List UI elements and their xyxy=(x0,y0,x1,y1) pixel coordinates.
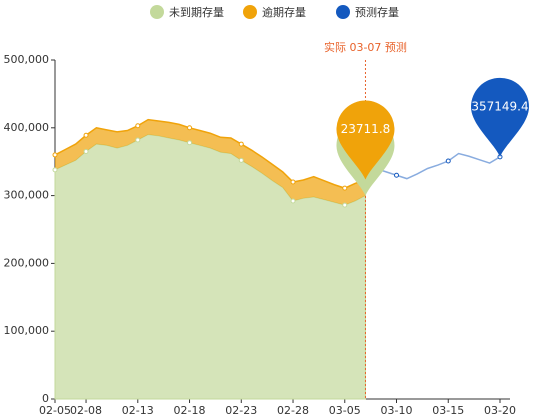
x-tick-label: 02-08 xyxy=(70,404,102,417)
marker xyxy=(342,185,348,191)
x-tick-label: 03-15 xyxy=(432,404,464,417)
marker xyxy=(238,141,244,147)
marker xyxy=(290,179,296,185)
y-tick-label: 200,000 xyxy=(4,256,50,269)
marker xyxy=(52,152,58,158)
marker xyxy=(187,140,193,146)
annotation: 实际 03-07 预测 xyxy=(324,40,407,54)
legend-swatch xyxy=(243,5,257,19)
marker xyxy=(135,137,141,143)
legend-label: 未到期存量 xyxy=(169,5,224,19)
line-series-2 xyxy=(364,152,501,181)
y-tick-label: 400,000 xyxy=(4,121,50,134)
marker xyxy=(290,198,296,204)
legend-swatch xyxy=(150,5,164,19)
marker xyxy=(342,202,348,208)
marker xyxy=(52,167,58,173)
marker xyxy=(445,158,451,164)
x-tick-label: 03-20 xyxy=(484,404,516,417)
area-series-1 xyxy=(55,119,366,206)
legend-swatch xyxy=(336,5,350,19)
x-tick-label: 02-23 xyxy=(225,404,257,417)
pin-series-1 xyxy=(336,100,395,180)
marker xyxy=(187,125,193,131)
marker xyxy=(135,123,141,129)
area-series-0 xyxy=(54,134,366,400)
pin-series-2-label: 357149.4 xyxy=(471,99,528,113)
x-tick-label: 02-18 xyxy=(174,404,206,417)
pin-series-2 xyxy=(471,77,529,157)
x-tick-label: 02-05 xyxy=(39,404,71,417)
y-tick-label: 100,000 xyxy=(4,324,50,337)
legend-label: 逾期存量 xyxy=(262,5,306,19)
x-tick-label: 03-10 xyxy=(381,404,413,417)
y-tick-label: 0 xyxy=(42,392,49,405)
marker xyxy=(238,157,244,163)
line-series-1-top xyxy=(54,118,366,189)
marker xyxy=(83,132,89,138)
marker xyxy=(83,149,89,155)
pin-series-1-label: 23711.8 xyxy=(341,122,391,136)
x-tick-label: 03-05 xyxy=(329,404,361,417)
legend-label: 预测存量 xyxy=(355,5,399,19)
y-tick-label: 500,000 xyxy=(4,53,50,66)
x-tick-label: 02-28 xyxy=(277,404,309,417)
marker xyxy=(394,172,400,178)
y-tick-label: 300,000 xyxy=(4,189,50,202)
x-tick-label: 02-13 xyxy=(122,404,154,417)
